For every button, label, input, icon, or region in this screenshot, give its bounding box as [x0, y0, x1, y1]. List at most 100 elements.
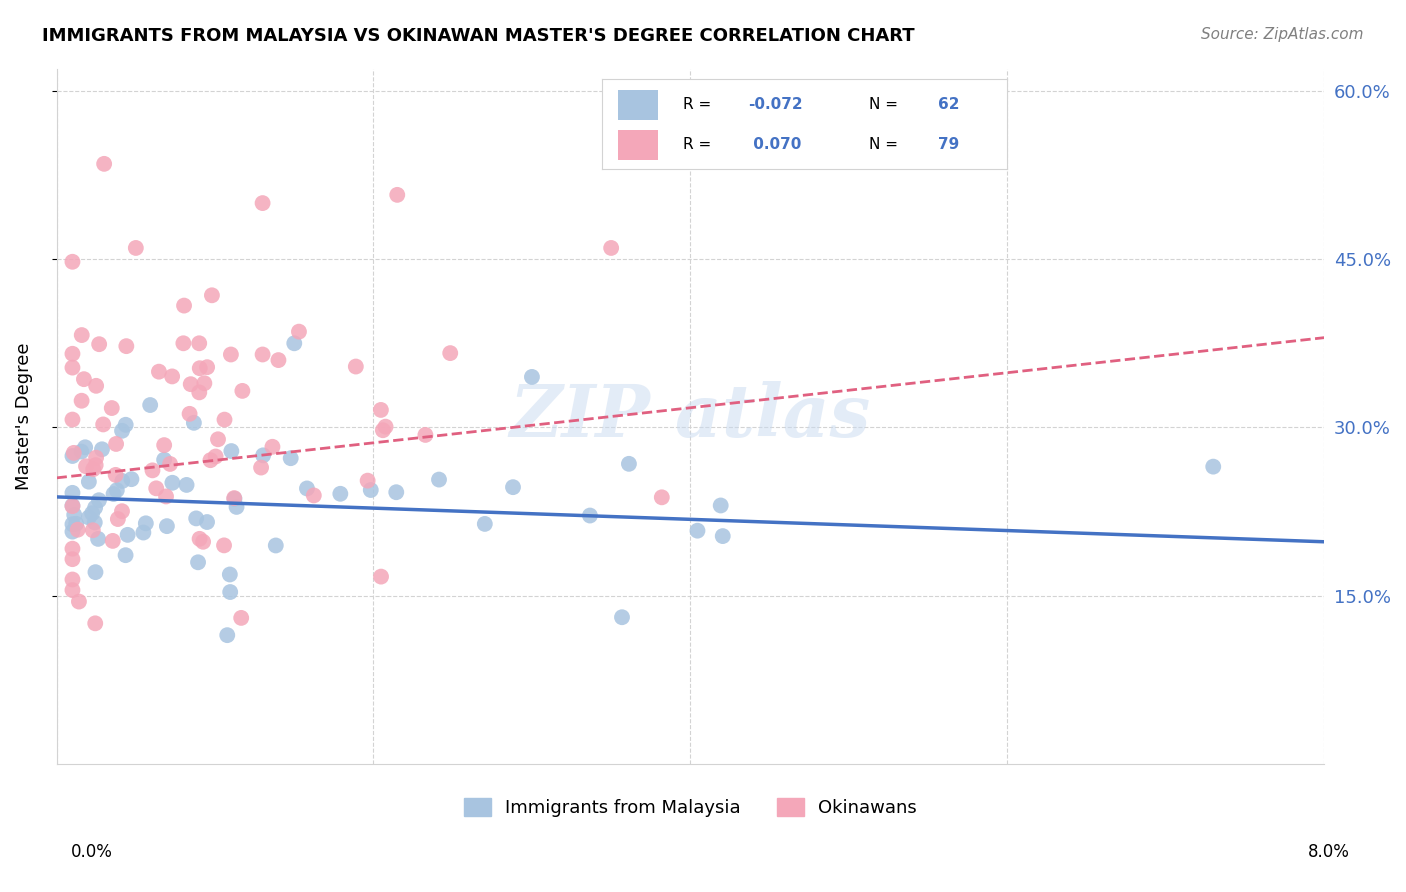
Point [62, 360, 84, 375]
Point [153, 452, 176, 467]
Point [214, 412, 236, 426]
Point [231, 611, 253, 625]
Point [295, 482, 318, 496]
Point [600, 241, 623, 255]
Point [75, 440, 97, 454]
Point [250, 460, 273, 475]
Point [356, 474, 378, 488]
Point [82, 523, 104, 537]
Point [579, 508, 602, 523]
Point [283, 336, 305, 351]
Point [252, 196, 274, 211]
Point [84, 450, 107, 465]
Text: Source: ZipAtlas.com: Source: ZipAtlas.com [1201, 27, 1364, 42]
Point [224, 491, 246, 506]
Point [1202, 459, 1225, 474]
Point [66, 523, 89, 537]
Point [387, 187, 409, 202]
Point [188, 336, 211, 351]
Point [191, 534, 214, 549]
Point [231, 384, 253, 398]
Point [160, 369, 183, 384]
Point [62, 552, 84, 566]
Point [100, 401, 122, 415]
Point [610, 610, 633, 624]
Point [252, 448, 274, 462]
Point [193, 376, 215, 391]
Point [502, 480, 524, 494]
Point [179, 407, 201, 421]
Point [62, 573, 84, 587]
Point [73, 372, 96, 386]
Point [195, 360, 218, 375]
Point [195, 515, 218, 529]
Point [70, 393, 93, 408]
Point [344, 359, 367, 374]
Point [221, 444, 243, 458]
Point [710, 499, 733, 513]
Point [82, 506, 104, 520]
Point [75, 459, 97, 474]
Point [114, 417, 136, 432]
Point [162, 475, 184, 490]
Point [84, 565, 107, 579]
Point [415, 428, 437, 442]
Point [105, 437, 128, 451]
Point [62, 347, 84, 361]
Point [520, 370, 543, 384]
Point [172, 336, 194, 351]
Point [711, 529, 734, 543]
Point [62, 541, 84, 556]
Point [302, 488, 325, 502]
Point [474, 516, 496, 531]
Point [267, 353, 290, 368]
Point [117, 528, 139, 542]
Point [62, 517, 84, 532]
Point [264, 539, 287, 553]
Point [187, 555, 209, 569]
Point [114, 548, 136, 562]
Point [370, 403, 392, 417]
Point [217, 628, 239, 642]
Point [104, 467, 127, 482]
Point [77, 510, 100, 524]
Point [70, 444, 93, 458]
Point [188, 532, 211, 546]
Legend: Immigrants from Malaysia, Okinawans: Immigrants from Malaysia, Okinawans [457, 790, 924, 824]
Point [370, 569, 392, 583]
Point [62, 254, 84, 268]
Point [62, 499, 84, 513]
Y-axis label: Master's Degree: Master's Degree [15, 343, 32, 490]
Point [280, 451, 302, 466]
Point [105, 483, 128, 498]
Point [120, 472, 142, 486]
Point [385, 485, 408, 500]
Point [183, 416, 205, 430]
Point [219, 347, 242, 361]
Point [225, 500, 247, 514]
Point [288, 325, 311, 339]
Point [62, 412, 84, 426]
Point [173, 299, 195, 313]
Point [103, 487, 125, 501]
Point [204, 450, 226, 464]
Point [212, 538, 235, 552]
Point [374, 419, 396, 434]
Point [125, 241, 148, 255]
Point [148, 365, 170, 379]
Point [188, 361, 211, 376]
Point [65, 516, 87, 531]
Point [93, 157, 115, 171]
Text: IMMIGRANTS FROM MALAYSIA VS OKINAWAN MASTER'S DEGREE CORRELATION CHART: IMMIGRANTS FROM MALAYSIA VS OKINAWAN MAS… [42, 27, 915, 45]
Point [107, 512, 129, 526]
Point [439, 346, 461, 360]
Text: ZIP atlas: ZIP atlas [510, 381, 870, 451]
Point [62, 446, 84, 460]
Point [132, 525, 155, 540]
Text: 8.0%: 8.0% [1308, 843, 1350, 861]
Point [84, 500, 107, 515]
Point [87, 493, 110, 508]
Point [91, 417, 114, 432]
Point [686, 524, 709, 538]
Point [111, 504, 134, 518]
